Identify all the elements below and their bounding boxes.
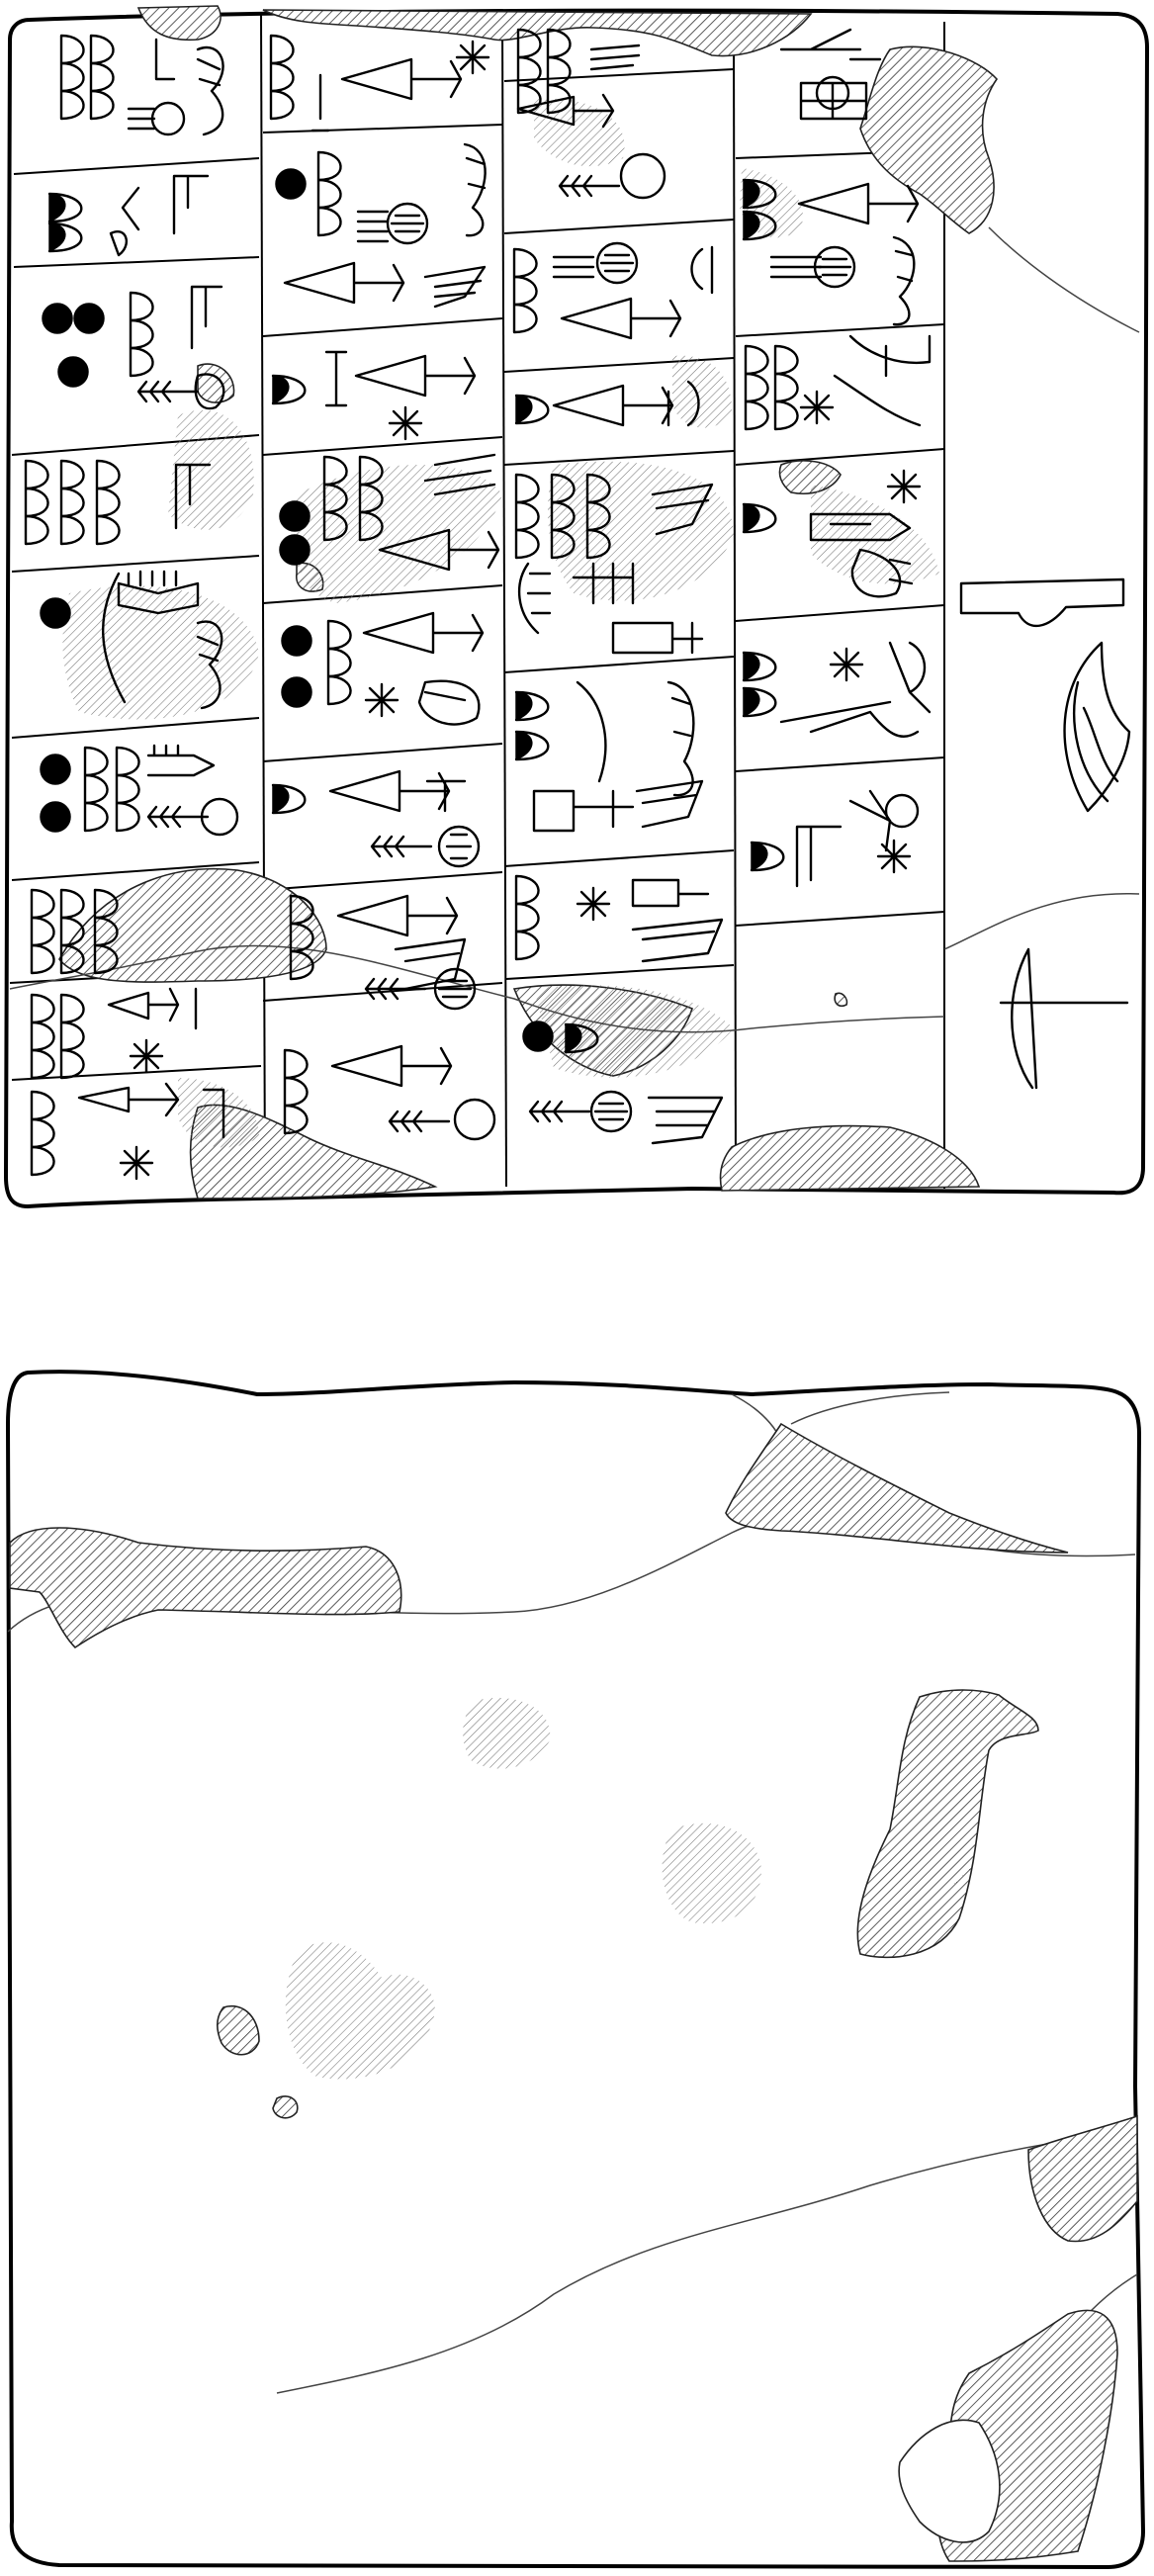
row-rule xyxy=(13,256,260,268)
worn-area xyxy=(672,355,733,428)
row-rule xyxy=(503,68,735,82)
worn-area xyxy=(811,485,939,584)
sign-group xyxy=(742,28,932,888)
row-rule xyxy=(262,124,503,133)
worn-area xyxy=(62,585,259,720)
worn-area xyxy=(534,98,625,167)
worn-area xyxy=(463,1698,551,1769)
row-rule xyxy=(735,448,945,466)
row-rule xyxy=(11,555,260,573)
worn-area xyxy=(178,1078,259,1148)
crack-line xyxy=(988,226,1140,333)
row-rule xyxy=(262,871,503,891)
worn-area xyxy=(293,465,502,603)
damage-area xyxy=(859,45,999,234)
reverse-outline xyxy=(6,1370,1145,2569)
row-rule xyxy=(503,219,735,234)
worn-area xyxy=(285,1942,435,2080)
damage-area xyxy=(856,1689,1039,1959)
sign-group xyxy=(269,34,500,1141)
row-rule xyxy=(735,911,945,927)
worn-area xyxy=(662,1822,761,1924)
row-rule xyxy=(735,604,945,622)
crack-line xyxy=(276,2115,1136,2394)
damage-area xyxy=(719,1124,981,1192)
edge-signs xyxy=(959,577,1131,1090)
row-rule xyxy=(11,717,260,739)
row-rule xyxy=(262,584,503,604)
damage-area xyxy=(834,992,848,1008)
worn-area xyxy=(534,985,734,1078)
worn-area xyxy=(168,409,254,530)
damage-area xyxy=(58,867,327,983)
row-rule xyxy=(735,323,945,337)
column-divider xyxy=(733,23,737,1188)
row-rule xyxy=(503,450,735,466)
damage-area xyxy=(1027,2114,1138,2243)
row-rule xyxy=(11,1065,262,1081)
row-rule xyxy=(735,756,945,772)
row-rule xyxy=(503,656,735,673)
sign-group xyxy=(24,34,239,1181)
damage-area xyxy=(262,9,813,57)
row-rule xyxy=(262,317,503,337)
damage-area xyxy=(272,2095,299,2119)
damage-area xyxy=(725,1422,1069,1554)
damage-area xyxy=(197,363,235,403)
obverse-face xyxy=(4,5,1149,1208)
damage-area xyxy=(136,5,222,42)
damage-area xyxy=(216,2004,260,2056)
row-rule xyxy=(505,964,735,980)
worn-area xyxy=(548,461,734,601)
row-rule xyxy=(503,849,735,867)
damage-area xyxy=(898,2419,1001,2543)
crack-line xyxy=(9,944,945,1033)
row-rule xyxy=(11,861,260,881)
sign-group xyxy=(512,28,724,1145)
damage-area xyxy=(9,1527,402,1649)
crack-line xyxy=(943,893,1140,950)
row-rule xyxy=(262,743,503,762)
row-rule xyxy=(262,436,503,456)
damage-area xyxy=(778,460,842,494)
reverse-face xyxy=(6,1370,1145,2569)
column-divider xyxy=(260,11,266,1199)
column-divider xyxy=(501,19,507,1188)
row-rule xyxy=(13,157,260,175)
